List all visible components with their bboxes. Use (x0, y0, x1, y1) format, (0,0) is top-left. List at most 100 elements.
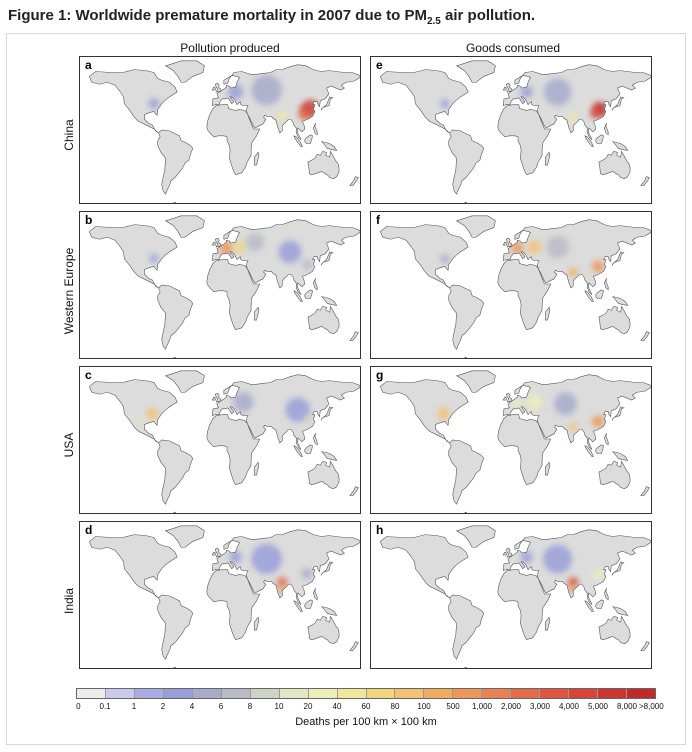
legend-tick-label: >8,000 (639, 702, 664, 711)
coastline (379, 525, 651, 668)
panel-letter: b (85, 213, 93, 227)
legend-tick-label: 2,000 (500, 702, 522, 711)
coastline (88, 525, 360, 668)
mortality-hotspot (591, 260, 605, 273)
legend-tick-label: 40 (332, 702, 342, 711)
mortality-overlay (148, 74, 318, 121)
mortality-hotspot (440, 254, 450, 264)
mortality-hotspot (568, 112, 578, 122)
mortality-hotspot (567, 576, 579, 588)
mortality-hotspot (138, 414, 147, 423)
color-scale-title: Deaths per 100 km × 100 km (295, 716, 437, 728)
mortality-hotspot (437, 407, 450, 420)
panel-letter: d (85, 523, 93, 537)
column-header-goods-consumed: Goods consumed (465, 41, 561, 55)
mortality-hotspot (301, 259, 313, 270)
world-map (371, 522, 651, 668)
mortality-hotspot (568, 422, 578, 432)
legend-tick-label: 100 (417, 702, 431, 711)
mortality-overlay (440, 235, 605, 277)
coastline (379, 60, 651, 203)
map-panel-h: h (370, 521, 652, 669)
mortality-hotspot (229, 550, 242, 564)
mortality-hotspot (527, 240, 542, 254)
panel-letter: g (376, 368, 384, 382)
legend-tick-label: 4,000 (558, 702, 580, 711)
mortality-hotspot (592, 569, 604, 580)
legend-tick-label: 500 (446, 702, 460, 711)
legend-tick-label: 1 (131, 702, 137, 711)
land-mass (89, 525, 360, 668)
mortality-hotspot (546, 235, 570, 259)
mortality-hotspot (251, 543, 282, 575)
figure-title: Figure 1: Worldwide premature mortality … (8, 7, 536, 27)
legend-swatch (308, 689, 338, 698)
map-panel-f: f (370, 211, 652, 359)
mortality-overlay (138, 392, 314, 425)
coastline (88, 370, 360, 513)
coastline (88, 215, 360, 358)
mortality-hotspot (543, 544, 573, 574)
legend-tick-label: 20 (303, 702, 313, 711)
world-map (371, 367, 651, 513)
mortality-hotspot (526, 394, 542, 410)
mortality-hotspot (590, 108, 600, 118)
legend-swatch (598, 689, 628, 698)
legend-tick-label: 2 (160, 702, 166, 711)
mortality-hotspot (277, 111, 287, 121)
legend-swatch (221, 689, 251, 698)
coastline (88, 60, 360, 203)
legend-tick-label: 0.1 (99, 702, 111, 711)
mortality-hotspot (146, 407, 159, 420)
color-scale-ticks: 0 0.1 1 2 4 6 8 10 20 40 60 80 100 500 1,000 2,000 3,000… (76, 702, 664, 714)
world-map (80, 522, 360, 668)
legend-tick-label: 10 (274, 702, 284, 711)
mortality-hotspot (440, 99, 450, 109)
legend-tick-label: 8,000 (616, 702, 638, 711)
legend-swatch (163, 689, 193, 698)
legend-swatch (569, 689, 599, 698)
coastline (379, 215, 651, 358)
mortality-hotspot (298, 109, 310, 120)
world-map (371, 57, 651, 203)
mortality-overlay (520, 544, 604, 593)
mortality-hotspot (512, 399, 522, 409)
coastline (379, 370, 651, 513)
row-label-usa: USA (62, 432, 76, 458)
mortality-hotspot (591, 415, 605, 428)
mortality-hotspot (568, 267, 578, 277)
panel-letter: a (85, 58, 92, 72)
legend-swatch (453, 689, 483, 698)
legend-swatch (424, 689, 454, 698)
mortality-hotspot (233, 240, 246, 254)
mortality-hotspot (148, 98, 160, 109)
legend-swatch (134, 689, 164, 698)
row-label-china: China (62, 119, 76, 151)
mortality-hotspot (233, 392, 254, 412)
legend-swatch (192, 689, 222, 698)
mortality-hotspot (245, 233, 265, 252)
panel-letter: f (376, 213, 380, 227)
mortality-hotspot (520, 550, 533, 564)
mortality-overlay (440, 78, 608, 122)
panel-letter: c (85, 368, 92, 382)
world-map (80, 212, 360, 358)
mortality-hotspot (543, 78, 572, 106)
row-label-india: India (62, 587, 76, 615)
land-mass (380, 525, 651, 668)
map-panel-d: d (79, 521, 361, 669)
legend-swatch (627, 689, 656, 698)
legend-tick-label: 8 (247, 702, 253, 711)
legend-tick-label: 6 (218, 702, 224, 711)
column-header-pollution-produced: Pollution produced (180, 41, 280, 55)
legend-swatch (279, 689, 309, 698)
mortality-hotspot (149, 254, 159, 264)
mortality-hotspot (301, 568, 313, 579)
legend-swatch (511, 689, 541, 698)
panel-letter: e (376, 58, 383, 72)
legend-swatch (366, 689, 396, 698)
map-panel-e: e (370, 56, 652, 204)
legend-tick-label: 4 (189, 702, 195, 711)
map-panel-g: g (370, 366, 652, 514)
legend-tick-label: 5,000 (587, 702, 609, 711)
